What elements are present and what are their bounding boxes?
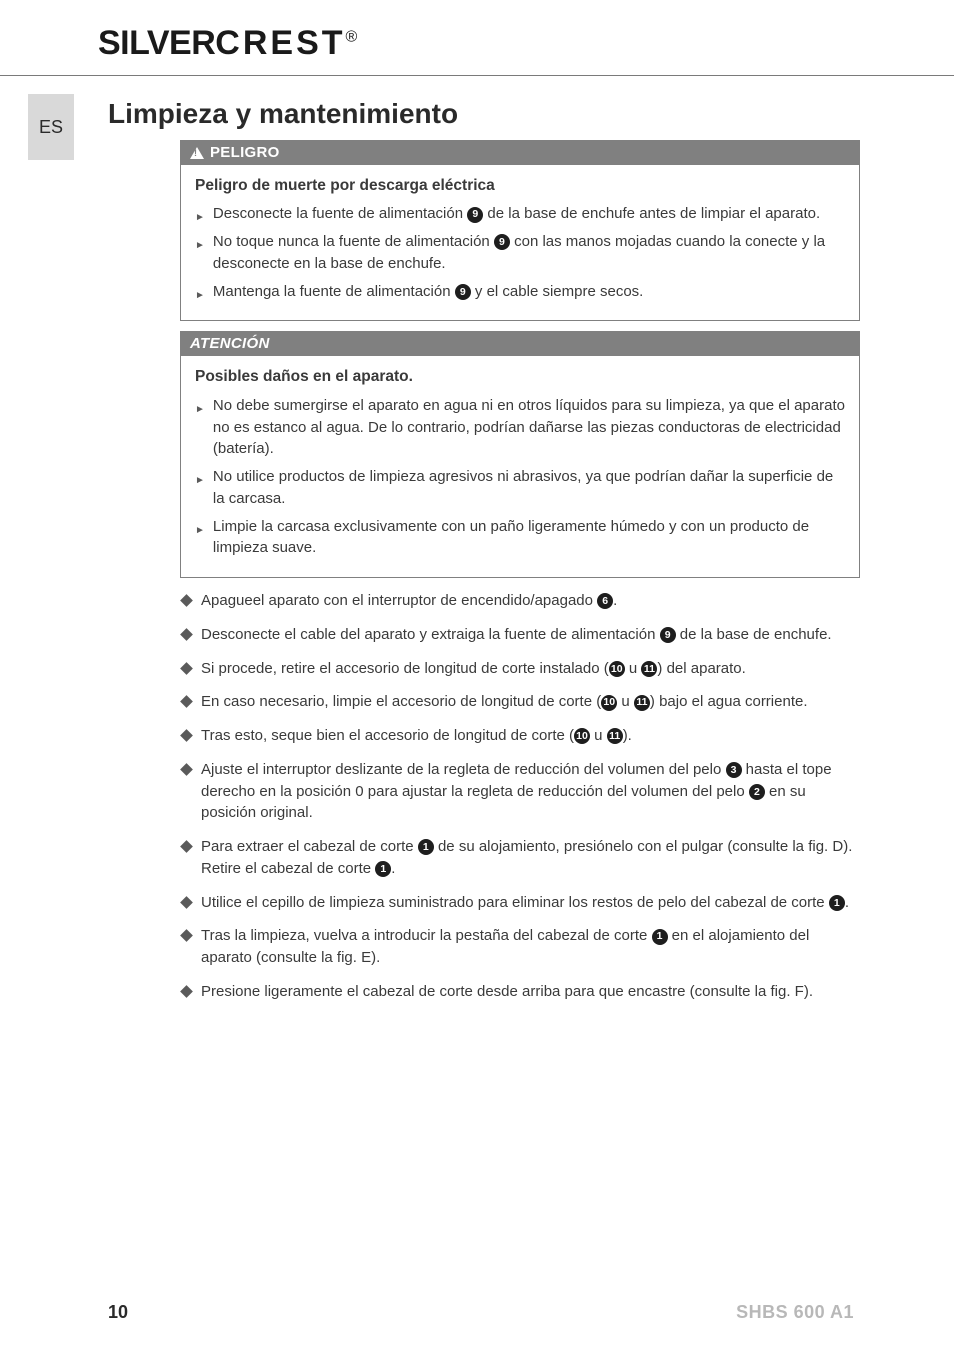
steps-list: Apagueel aparato con el interruptor de e…: [180, 590, 860, 1003]
reference-circle-icon: 9: [494, 234, 510, 250]
step-text: Ajuste el interruptor deslizante de la r…: [201, 759, 860, 824]
reference-circle-icon: 3: [726, 762, 742, 778]
attention-item-text: Limpie la carcasa exclusivamente con un …: [213, 516, 845, 560]
step-item: Tras esto, seque bien el accesorio de lo…: [180, 725, 860, 747]
step-text: Utilice el cepillo de limpieza suministr…: [201, 892, 860, 914]
reference-circle-icon: 9: [660, 627, 676, 643]
arrow-bullet-icon: [195, 516, 205, 560]
reference-circle-icon: 11: [634, 695, 650, 711]
danger-items: Desconecte la fuente de alimentación 9 d…: [195, 203, 845, 302]
step-item: Desconecte el cable del aparato y extrai…: [180, 624, 860, 646]
danger-header: PELIGRO: [180, 140, 860, 165]
attention-item-text: No debe sumergirse el aparato en agua ni…: [213, 395, 845, 460]
step-text: Presione ligeramente el cabezal de corte…: [201, 981, 860, 1003]
diamond-bullet-icon: [180, 696, 193, 709]
arrow-bullet-icon: [195, 231, 205, 275]
danger-item-text: No toque nunca la fuente de alimentación…: [213, 231, 845, 275]
page-title: Limpieza y mantenimiento: [108, 98, 458, 130]
warning-triangle-icon: [190, 147, 204, 159]
diamond-bullet-icon: [180, 840, 193, 853]
step-item: En caso necesario, limpie el accesorio d…: [180, 691, 860, 713]
language-code: ES: [39, 117, 63, 138]
attention-item: No debe sumergirse el aparato en agua ni…: [195, 395, 845, 460]
header-divider: [0, 75, 954, 76]
reference-circle-icon: 10: [601, 695, 617, 711]
arrow-bullet-icon: [195, 281, 205, 303]
content-area: PELIGRO Peligro de muerte por descarga e…: [180, 140, 860, 1015]
diamond-bullet-icon: [180, 985, 193, 998]
diamond-bullet-icon: [180, 662, 193, 675]
step-text: Desconecte el cable del aparato y extrai…: [201, 624, 860, 646]
step-text: Para extraer el cabezal de corte 1 de su…: [201, 836, 860, 880]
reference-circle-icon: 9: [467, 207, 483, 223]
reference-circle-icon: 6: [597, 593, 613, 609]
brand-logo: SILVERCREST®: [98, 24, 357, 63]
reference-circle-icon: 9: [455, 284, 471, 300]
diamond-bullet-icon: [180, 594, 193, 607]
reference-circle-icon: 10: [609, 661, 625, 677]
model-code: SHBS 600 A1: [736, 1302, 854, 1323]
attention-item-text: No utilice productos de limpieza agresiv…: [213, 466, 845, 510]
danger-item-text: Desconecte la fuente de alimentación 9 d…: [213, 203, 845, 225]
reference-circle-icon: 1: [829, 895, 845, 911]
brand-part1: SILVER: [98, 24, 215, 62]
page-number: 10: [108, 1302, 128, 1323]
attention-header-text: ATENCIÓN: [190, 335, 270, 352]
diamond-bullet-icon: [180, 729, 193, 742]
attention-items: No debe sumergirse el aparato en agua ni…: [195, 395, 845, 559]
step-text: Tras la limpieza, vuelva a introducir la…: [201, 925, 860, 969]
danger-item: Desconecte la fuente de alimentación 9 d…: [195, 203, 845, 225]
language-tab: ES: [28, 94, 74, 160]
attention-subhead: Posibles daños en el aparato.: [195, 366, 845, 388]
step-item: Tras la limpieza, vuelva a introducir la…: [180, 925, 860, 969]
attention-item: No utilice productos de limpieza agresiv…: [195, 466, 845, 510]
brand-part2: CREST: [215, 24, 345, 62]
reference-circle-icon: 1: [652, 929, 668, 945]
arrow-bullet-icon: [195, 395, 205, 460]
reference-circle-icon: 11: [641, 661, 657, 677]
reference-circle-icon: 1: [418, 839, 434, 855]
diamond-bullet-icon: [180, 763, 193, 776]
step-item: Presione ligeramente el cabezal de corte…: [180, 981, 860, 1003]
reference-circle-icon: 11: [607, 728, 623, 744]
reference-circle-icon: 1: [375, 861, 391, 877]
brand-reg: ®: [346, 29, 357, 46]
page-footer: 10 SHBS 600 A1: [0, 1302, 954, 1323]
danger-body: Peligro de muerte por descarga eléctrica…: [180, 165, 860, 321]
danger-item: Mantenga la fuente de alimentación 9 y e…: [195, 281, 845, 303]
danger-header-text: PELIGRO: [210, 144, 280, 161]
diamond-bullet-icon: [180, 628, 193, 641]
diamond-bullet-icon: [180, 896, 193, 909]
danger-subhead: Peligro de muerte por descarga eléctrica: [195, 175, 845, 197]
attention-header: ATENCIÓN: [180, 331, 860, 356]
diamond-bullet-icon: [180, 930, 193, 943]
attention-body: Posibles daños en el aparato. No debe su…: [180, 356, 860, 578]
step-item: Apagueel aparato con el interruptor de e…: [180, 590, 860, 612]
step-text: Si procede, retire el accesorio de longi…: [201, 658, 860, 680]
danger-item: No toque nunca la fuente de alimentación…: [195, 231, 845, 275]
step-item: Ajuste el interruptor deslizante de la r…: [180, 759, 860, 824]
attention-item: Limpie la carcasa exclusivamente con un …: [195, 516, 845, 560]
step-text: Tras esto, seque bien el accesorio de lo…: [201, 725, 860, 747]
step-text: Apagueel aparato con el interruptor de e…: [201, 590, 860, 612]
arrow-bullet-icon: [195, 466, 205, 510]
step-item: Para extraer el cabezal de corte 1 de su…: [180, 836, 860, 880]
reference-circle-icon: 2: [749, 784, 765, 800]
reference-circle-icon: 10: [574, 728, 590, 744]
danger-item-text: Mantenga la fuente de alimentación 9 y e…: [213, 281, 845, 303]
arrow-bullet-icon: [195, 203, 205, 225]
step-item: Utilice el cepillo de limpieza suministr…: [180, 892, 860, 914]
step-text: En caso necesario, limpie el accesorio d…: [201, 691, 860, 713]
step-item: Si procede, retire el accesorio de longi…: [180, 658, 860, 680]
